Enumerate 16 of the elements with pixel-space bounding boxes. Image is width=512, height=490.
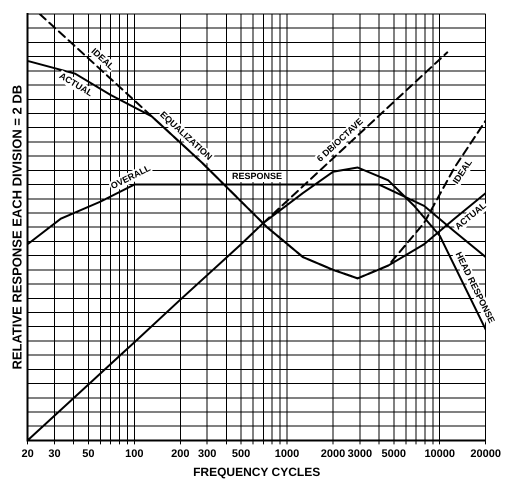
x-tick-label: 10000 [424, 448, 456, 460]
x-tick-label: 300 [198, 448, 216, 460]
x-tick-label: 200 [171, 448, 190, 460]
x-tick-label: 500 [232, 448, 250, 460]
x-tick-label: 5000 [382, 448, 406, 460]
x-tick-label: 50 [82, 448, 94, 460]
x-tick-label: 100 [125, 448, 144, 460]
x-tick-label: 3000 [348, 448, 372, 460]
x-tick-label: 20 [21, 448, 34, 460]
x-tick-label: 2000 [320, 448, 346, 460]
x-tick-label: 20000 [470, 448, 502, 460]
y-axis-title: RELATIVE RESPONSE EACH DIVISION = 2 DB [9, 84, 24, 370]
x-tick-label: 30 [48, 448, 61, 460]
x-axis-title: FREQUENCY CYCLES [193, 465, 320, 480]
annotation: RESPONSE [232, 171, 282, 182]
x-tick-label: 1000 [274, 448, 300, 460]
